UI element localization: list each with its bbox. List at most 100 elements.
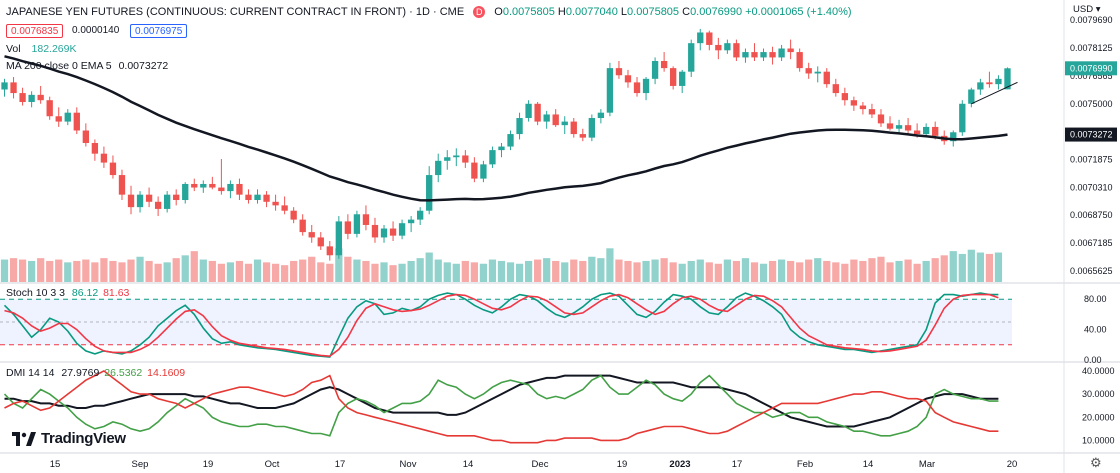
candle[interactable] [200, 180, 207, 193]
candle[interactable] [778, 44, 785, 61]
dmi-legend[interactable]: DMI 14 14 27.9769 26.5362 14.1609 [6, 367, 185, 379]
candle[interactable] [353, 210, 361, 238]
delayed-badge[interactable]: D [473, 6, 486, 18]
candle[interactable] [651, 57, 659, 85]
candle[interactable] [489, 146, 496, 168]
candle[interactable] [624, 69, 632, 88]
candle[interactable] [389, 221, 397, 242]
candle[interactable] [968, 87, 975, 108]
candle[interactable] [796, 48, 803, 72]
candle[interactable] [615, 60, 623, 79]
candle[interactable] [832, 78, 839, 97]
candle[interactable] [272, 194, 279, 211]
candle[interactable] [281, 196, 288, 215]
candle[interactable] [1, 78, 8, 97]
candle[interactable] [136, 191, 144, 213]
candle[interactable] [606, 62, 614, 117]
candle[interactable] [37, 85, 44, 104]
candle[interactable] [534, 101, 541, 126]
candle[interactable] [100, 146, 108, 168]
candle[interactable] [886, 116, 894, 131]
candle[interactable] [986, 71, 993, 88]
candle[interactable] [543, 110, 550, 129]
candle[interactable] [55, 107, 62, 127]
candle[interactable] [182, 182, 189, 204]
candle[interactable] [263, 191, 270, 208]
candle[interactable] [904, 118, 912, 135]
candle[interactable] [46, 96, 53, 120]
candle[interactable] [922, 123, 930, 136]
candle[interactable] [398, 219, 406, 240]
candle[interactable] [118, 169, 126, 201]
candle[interactable] [742, 48, 749, 63]
candle[interactable] [335, 216, 343, 259]
candle[interactable] [163, 191, 171, 213]
candle[interactable] [977, 78, 984, 95]
sell-button[interactable]: 0.0076835 [6, 24, 64, 38]
candle[interactable] [91, 139, 99, 161]
buy-button[interactable]: 0.0076975 [130, 24, 188, 38]
candle[interactable] [525, 100, 532, 122]
trend-line[interactable] [971, 81, 1018, 105]
candle[interactable] [407, 216, 415, 233]
candle[interactable] [191, 178, 198, 192]
candle[interactable] [28, 91, 35, 108]
candle[interactable] [823, 68, 830, 88]
candle[interactable] [362, 205, 370, 231]
volume-legend[interactable]: Vol 182.269K [6, 43, 77, 55]
candle[interactable] [516, 112, 523, 140]
gear-icon[interactable]: ⚙ [1090, 455, 1102, 470]
candle[interactable] [733, 39, 740, 61]
candle[interactable] [480, 160, 487, 183]
candle[interactable] [688, 39, 695, 78]
candle[interactable] [552, 109, 559, 127]
candle[interactable] [254, 189, 261, 204]
candle[interactable] [769, 46, 776, 65]
candle[interactable] [995, 75, 1002, 90]
candle[interactable] [308, 224, 315, 243]
candle[interactable] [462, 150, 469, 168]
candle[interactable] [127, 185, 135, 215]
ma-legend[interactable]: MA 200 close 0 EMA 5 0.0073272 [6, 60, 168, 72]
candle[interactable] [344, 214, 352, 240]
candle[interactable] [299, 214, 306, 236]
candle[interactable] [73, 107, 80, 135]
candle[interactable] [787, 39, 794, 60]
candle[interactable] [760, 48, 767, 61]
candle[interactable] [715, 37, 722, 60]
candle[interactable] [19, 87, 26, 106]
candle[interactable] [697, 28, 704, 51]
tradingview-logo[interactable]: TradingView [12, 430, 126, 447]
candle[interactable] [154, 196, 162, 217]
candle[interactable] [145, 187, 153, 208]
candle[interactable] [633, 77, 641, 97]
candle[interactable] [173, 189, 180, 206]
candle[interactable] [579, 128, 586, 142]
candle[interactable] [371, 217, 379, 243]
candle[interactable] [850, 96, 858, 111]
candle[interactable] [245, 189, 252, 204]
candle[interactable] [380, 224, 388, 243]
candle[interactable] [660, 52, 668, 72]
candle[interactable] [290, 207, 297, 224]
candle[interactable] [814, 66, 821, 83]
candle[interactable] [416, 207, 424, 225]
candle[interactable] [82, 123, 90, 147]
trendline-drawing[interactable] [971, 81, 1018, 105]
candle[interactable] [1004, 67, 1011, 90]
candle[interactable] [669, 66, 677, 90]
candle[interactable] [326, 241, 333, 261]
candle[interactable] [868, 103, 876, 119]
candle[interactable] [841, 87, 849, 106]
symbol-title[interactable]: JAPANESE YEN FUTURES (CONTINUOUS: CURREN… [6, 6, 465, 18]
candle[interactable] [588, 114, 596, 142]
candle[interactable] [435, 153, 442, 183]
stoch-legend[interactable]: Stoch 10 3 3 86.12 81.63 [6, 287, 129, 299]
candle[interactable] [724, 39, 731, 54]
candle[interactable] [426, 166, 433, 215]
candle[interactable] [570, 118, 577, 138]
candle[interactable] [227, 180, 234, 199]
candle[interactable] [498, 142, 505, 158]
candle[interactable] [10, 77, 17, 99]
